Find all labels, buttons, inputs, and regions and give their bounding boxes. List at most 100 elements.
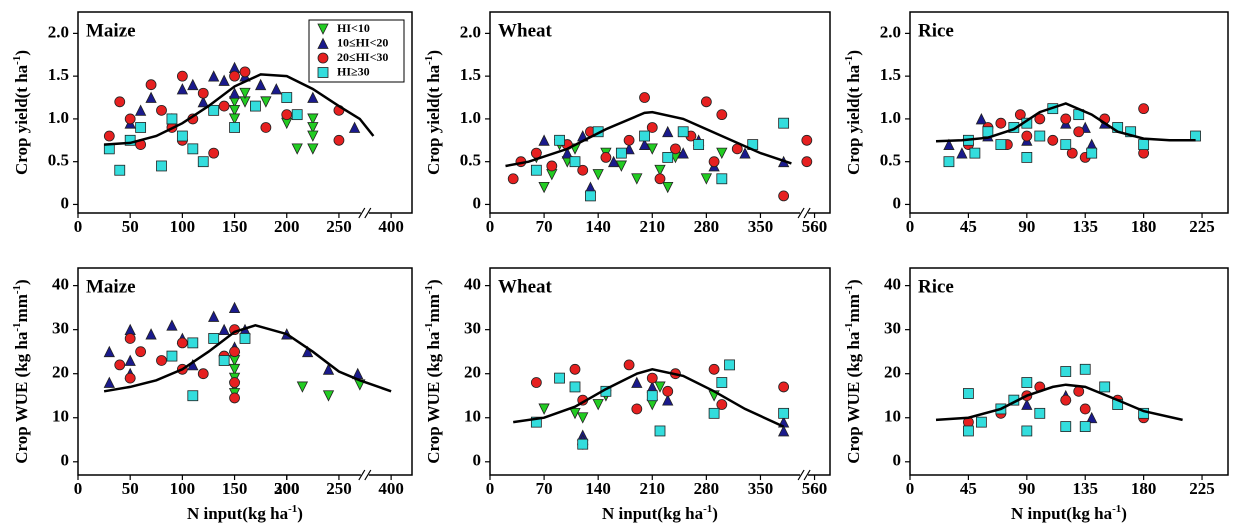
x-tick-label: 70 xyxy=(536,217,553,236)
x-tick-label: 280 xyxy=(694,217,720,236)
fit-curve xyxy=(103,323,392,393)
plot-frame xyxy=(909,267,1229,476)
point xyxy=(530,377,542,388)
point xyxy=(546,160,558,172)
legend-label: 20≤HI<30 xyxy=(337,50,388,64)
point xyxy=(291,143,303,155)
point xyxy=(1047,134,1059,146)
label-part: N input(kg ha xyxy=(602,504,704,523)
y-tick-label: 20 xyxy=(884,363,901,382)
point xyxy=(208,333,220,344)
point xyxy=(801,156,813,168)
point xyxy=(716,399,728,410)
point xyxy=(1066,147,1078,159)
label-part: mm xyxy=(844,294,863,322)
point xyxy=(197,156,209,168)
panel-title: Wheat xyxy=(498,20,553,41)
point xyxy=(646,372,658,384)
point xyxy=(124,333,136,344)
x-tick-label: 90 xyxy=(1018,479,1035,498)
point xyxy=(1034,113,1046,125)
point xyxy=(662,152,674,163)
point xyxy=(600,152,612,163)
x-tick-label: 225 xyxy=(1189,479,1215,498)
point xyxy=(281,92,293,103)
point xyxy=(1086,411,1098,424)
point xyxy=(1034,130,1046,142)
point xyxy=(229,122,240,133)
label-part: -1 xyxy=(703,503,712,515)
y-tick-label: 40 xyxy=(464,275,481,294)
point xyxy=(724,359,735,371)
label-part: mm xyxy=(424,294,443,322)
point xyxy=(708,407,720,419)
label-part: Crop yield(t ha xyxy=(844,64,863,175)
y-tick-label: 2.0 xyxy=(48,22,69,41)
x-tick-label: 45 xyxy=(960,217,977,236)
point xyxy=(1021,425,1033,437)
point xyxy=(124,372,136,384)
axis-break xyxy=(797,207,805,219)
point xyxy=(554,134,565,146)
point xyxy=(538,181,550,194)
label-part: N input(kg ha xyxy=(1011,504,1113,523)
point xyxy=(156,104,167,116)
x-tick-label: 100 xyxy=(170,479,196,498)
label-part: ) xyxy=(12,279,31,285)
point xyxy=(700,173,713,185)
y-axis-label: Crop WUE (kg ha-1mm-1) xyxy=(11,279,31,463)
point xyxy=(176,70,188,82)
x-tick-label: 150 xyxy=(222,217,248,236)
x-tick-label: 250 xyxy=(326,479,352,498)
point xyxy=(569,407,581,420)
legend-label: HI≥30 xyxy=(337,64,370,78)
fit-curve xyxy=(935,383,1183,422)
point xyxy=(145,328,157,340)
point xyxy=(623,359,635,371)
point xyxy=(538,403,550,415)
point xyxy=(778,407,790,419)
point xyxy=(956,147,968,159)
point xyxy=(281,109,293,121)
y-axis-label: Crop yield(t ha-1) xyxy=(423,50,443,175)
legend-label: 10≤HI<20 xyxy=(337,35,388,49)
plot-frame xyxy=(489,267,831,476)
point xyxy=(1060,394,1072,406)
point xyxy=(145,91,157,103)
point xyxy=(801,134,813,146)
point xyxy=(208,310,220,322)
point xyxy=(218,100,230,112)
label-part: -1 xyxy=(843,56,855,65)
point xyxy=(322,363,335,375)
point xyxy=(229,392,240,404)
point xyxy=(708,156,720,168)
point xyxy=(577,438,589,450)
point xyxy=(631,376,643,388)
point xyxy=(569,156,581,168)
label-part: mm xyxy=(12,294,31,322)
point xyxy=(975,113,988,125)
point xyxy=(716,173,728,185)
point xyxy=(307,91,319,103)
point xyxy=(646,122,658,133)
axis-break xyxy=(358,469,366,481)
legend-label: HI<10 xyxy=(337,21,370,35)
point xyxy=(778,190,790,202)
point xyxy=(1060,366,1072,377)
y-tick-label: 0 xyxy=(61,451,70,470)
point xyxy=(1138,103,1150,115)
x-tick-label: 210 xyxy=(640,217,666,236)
label-part: -1 xyxy=(1112,503,1121,515)
point xyxy=(208,70,220,82)
point xyxy=(1079,421,1091,432)
y-tick-label: 2.0 xyxy=(880,22,901,41)
y-tick-label: 10 xyxy=(464,407,481,426)
point xyxy=(250,100,261,112)
point xyxy=(176,130,188,142)
x-tick-label: 200 xyxy=(274,479,300,498)
x-tick-label: 0 xyxy=(906,217,915,236)
y-tick-label: 0 xyxy=(61,193,70,212)
point xyxy=(239,66,251,78)
point xyxy=(124,354,136,366)
point xyxy=(1079,403,1091,415)
